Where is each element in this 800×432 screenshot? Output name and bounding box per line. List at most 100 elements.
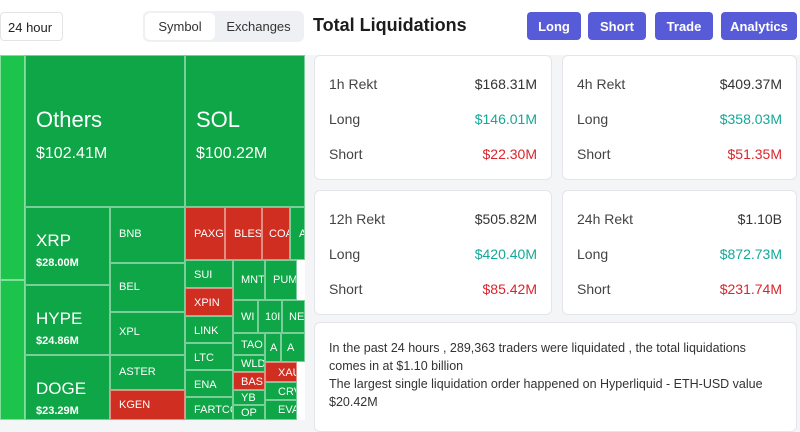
stat-card: 1h Rekt $168.31M Long $146.01M Short $22.30M — [314, 55, 552, 180]
tile[interactable]: BEL — [110, 263, 185, 312]
tile-label: Others — [36, 107, 103, 132]
tile-label: XRP — [36, 231, 71, 250]
tile[interactable]: XRP $28.00M — [25, 207, 110, 285]
tile[interactable]: OP — [233, 405, 265, 420]
stat-row: 12h Rekt $505.82M — [329, 211, 537, 231]
tile-value: $23.29M — [36, 405, 79, 417]
tile[interactable]: XPIN — [185, 288, 233, 316]
stat-row: Long $420.40M — [329, 246, 537, 266]
tile[interactable]: SOL $100.22M — [185, 55, 305, 207]
treemap: Others $102.41M SOL $100.22M XRP $28.00M HY… — [0, 55, 305, 420]
tile[interactable]: PUMP — [265, 260, 297, 300]
stat-label: 4h Rekt — [577, 76, 626, 92]
stat-card: 12h Rekt $505.82M Long $420.40M Short $85.42M — [314, 190, 552, 315]
tile[interactable]: Others $102.41M — [25, 55, 185, 207]
tile[interactable]: KGEN — [110, 390, 185, 420]
stat-value: $168.31M — [474, 76, 537, 92]
tile-value: $28.00M — [36, 257, 79, 269]
tile[interactable]: LTC — [185, 343, 233, 370]
stat-row: 4h Rekt $409.37M — [577, 76, 782, 96]
stat-label: Short — [577, 281, 611, 297]
stat-row: Short $85.42M — [329, 281, 537, 301]
stat-value: $231.74M — [719, 281, 782, 297]
stat-value: $358.03M — [719, 111, 782, 127]
tile[interactable]: 10I — [258, 300, 282, 333]
stat-label: Long — [577, 246, 609, 262]
tile[interactable]: BLESS — [225, 207, 262, 260]
summary-line: In the past 24 hours , 289,363 traders w… — [329, 341, 746, 373]
stat-label: Short — [329, 146, 363, 162]
tile[interactable]: ENA — [185, 370, 233, 397]
tile — [0, 280, 25, 420]
tile[interactable]: MNT — [233, 260, 265, 300]
stat-label: Long — [329, 111, 361, 127]
stat-label: Short — [577, 146, 611, 162]
summary-line: The largest single liquidation order hap… — [329, 377, 763, 409]
tile[interactable]: PAXG — [185, 207, 225, 260]
tile[interactable]: BNB — [110, 207, 185, 263]
page-title: Total Liquidations — [313, 15, 467, 35]
stat-row: Short $231.74M — [577, 281, 782, 301]
stat-label: 24h Rekt — [577, 211, 634, 227]
stat-value: $505.82M — [474, 211, 537, 227]
stat-value: $85.42M — [482, 281, 537, 297]
stat-label: 1h Rekt — [329, 76, 378, 92]
stat-label: 12h Rekt — [329, 211, 386, 227]
tile[interactable]: FARTCOIN — [185, 397, 233, 420]
stat-label: Long — [329, 246, 361, 262]
button[interactable]: Short — [588, 12, 646, 40]
tile[interactable]: A — [281, 333, 305, 362]
timeframe-select[interactable]: 24 hour — [0, 12, 63, 41]
stat-row: 24h Rekt $1.10B — [577, 211, 782, 231]
stat-row: 1h Rekt $168.31M — [329, 76, 537, 96]
tile[interactable]: COAI — [262, 207, 290, 260]
stat-row: Long $358.03M — [577, 111, 782, 131]
tile[interactable]: A — [265, 333, 281, 362]
tile-label: DOGE — [36, 379, 87, 398]
tile-value: $100.22M — [196, 145, 268, 162]
tile[interactable]: ASTER — [110, 355, 185, 390]
tile-value: $24.86M — [36, 335, 79, 347]
stat-value: $146.01M — [474, 111, 537, 127]
stat-label: Long — [577, 111, 609, 127]
stat-card: 4h Rekt $409.37M Long $358.03M Short $51.35M — [562, 55, 797, 180]
tile[interactable]: DOGE $23.29M — [25, 355, 110, 420]
stat-row: Long $872.73M — [577, 246, 782, 266]
stat-value: $51.35M — [727, 146, 782, 162]
stat-row: Short $51.35M — [577, 146, 782, 166]
stat-card: 24h Rekt $1.10B Long $872.73M Short $231.74M — [562, 190, 797, 315]
stat-value: $1.10B — [737, 211, 782, 227]
stat-value: $22.30M — [482, 146, 537, 162]
tile[interactable]: SUI — [185, 260, 233, 288]
stat-row: Short $22.30M — [329, 146, 537, 166]
stat-value: $872.73M — [719, 246, 782, 262]
tab[interactable]: Symbol — [145, 13, 215, 40]
tile[interactable]: EVA — [265, 400, 297, 420]
tab[interactable]: Exchanges — [226, 19, 291, 34]
tile[interactable]: XAU — [265, 362, 297, 382]
tile[interactable]: LINK — [185, 316, 233, 343]
tab-group: Symbol Exchanges — [143, 11, 304, 42]
stat-value: $409.37M — [719, 76, 782, 92]
button[interactable]: Analytics — [721, 12, 797, 40]
stat-row: Long $146.01M — [329, 111, 537, 131]
tile[interactable]: TAO — [233, 333, 265, 355]
tile[interactable]: BAS — [233, 372, 265, 390]
button[interactable]: Trade — [655, 12, 713, 40]
tile[interactable]: XPL — [110, 312, 185, 355]
tile-value: $102.41M — [36, 145, 108, 162]
stat-label: Short — [329, 281, 363, 297]
tile[interactable]: WLD — [233, 355, 265, 372]
stat-value: $420.40M — [474, 246, 537, 262]
tile[interactable]: NE — [282, 300, 305, 333]
tile[interactable]: A — [290, 207, 305, 260]
tile-label: HYPE — [36, 309, 83, 328]
tile[interactable]: CRV — [265, 382, 297, 400]
tile[interactable]: YB — [233, 390, 265, 405]
tile[interactable]: WI — [233, 300, 258, 333]
tile[interactable]: HYPE $24.86M — [25, 285, 110, 355]
tile-label: SOL — [196, 107, 241, 132]
button[interactable]: Long — [527, 12, 581, 40]
tile — [0, 55, 25, 280]
